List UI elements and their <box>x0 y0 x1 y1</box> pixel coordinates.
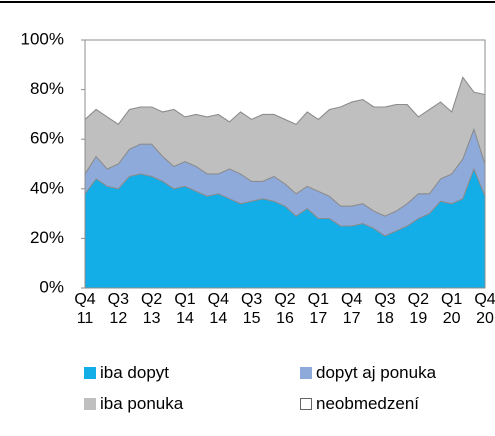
x-tick-label: Q4 17 <box>340 291 363 327</box>
legend-label: iba ponuka <box>100 394 184 413</box>
y-tick-label: 80% <box>30 79 64 98</box>
x-tick-label: Q2 13 <box>140 291 163 327</box>
x-tick-label: Q3 12 <box>107 291 129 327</box>
x-tick-label: Q3 18 <box>374 291 396 327</box>
legend-label: iba dopyt <box>100 363 169 382</box>
legend-item: dopyt aj ponuka <box>300 363 436 383</box>
legend-item: iba ponuka <box>84 394 183 414</box>
x-tick-label: Q1 17 <box>307 291 329 327</box>
legend-swatch <box>300 398 312 410</box>
legend-swatch <box>300 367 312 379</box>
x-tick-label: Q2 16 <box>274 291 296 327</box>
legend-swatch <box>84 398 96 410</box>
y-tick-label: 0% <box>39 277 64 296</box>
y-tick-label: 20% <box>30 228 64 247</box>
y-tick-label: 100% <box>21 29 64 48</box>
x-tick-label: Q3 15 <box>240 291 263 327</box>
legend-item: neobmedzení <box>300 394 419 414</box>
legend-label: dopyt aj ponuka <box>316 363 437 382</box>
x-tick-label: Q2 19 <box>407 291 429 327</box>
x-tick-label: Q1 14 <box>174 291 196 327</box>
legend-swatch <box>84 367 96 379</box>
x-tick-label: Q4 20 <box>474 291 495 327</box>
y-tick-label: 40% <box>30 178 64 197</box>
y-tick-label: 60% <box>30 129 64 148</box>
x-tick-label: Q4 14 <box>207 291 229 327</box>
legend-item: iba dopyt <box>84 363 169 383</box>
x-tick-label: Q1 20 <box>440 291 463 327</box>
x-tick-label: Q4 11 <box>74 291 96 327</box>
legend-label: neobmedzení <box>316 394 420 413</box>
plot-frame <box>84 39 486 289</box>
